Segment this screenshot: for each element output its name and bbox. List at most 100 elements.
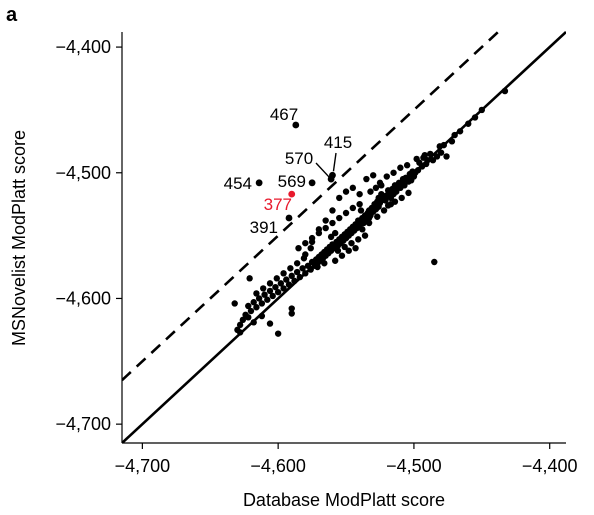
data-point — [308, 234, 316, 242]
y-tick-label: −4,400 — [55, 37, 111, 57]
data-point — [383, 173, 390, 180]
y-tick-label: −4,600 — [55, 288, 111, 308]
data-point — [300, 255, 308, 262]
point-label-569: 569 — [278, 172, 306, 191]
data-point-467 — [292, 121, 300, 129]
data-point — [274, 288, 282, 296]
data-point — [406, 170, 414, 178]
data-point — [277, 280, 285, 287]
data-point — [341, 243, 348, 251]
data-point — [399, 175, 407, 183]
data-point — [431, 258, 438, 266]
data-point — [260, 285, 267, 292]
data-point — [283, 276, 290, 283]
x-tick-label: −4,500 — [386, 456, 442, 476]
data-point — [367, 188, 374, 195]
data-point — [365, 219, 373, 227]
data-point — [405, 189, 412, 197]
data-point — [451, 131, 458, 139]
data-point — [331, 229, 339, 237]
data-point — [236, 321, 244, 329]
data-point — [369, 172, 377, 179]
data-point — [266, 280, 274, 287]
data-point — [361, 232, 369, 239]
data-point — [359, 226, 366, 233]
data-point — [280, 270, 287, 277]
data-point — [272, 283, 279, 291]
data-point — [372, 184, 380, 192]
data-point — [293, 268, 301, 276]
axes: −4,700 −4,600 −4,500 −4,400 −4,700 −4,600 −4,5… — [55, 32, 577, 476]
data-point — [501, 87, 509, 95]
data-point — [288, 305, 295, 312]
point-label-415: 415 — [324, 133, 352, 152]
y-axis-label: MSNovelist ModPlatt score — [9, 130, 29, 346]
data-point — [274, 330, 282, 337]
data-point-454 — [255, 179, 263, 187]
data-point — [380, 207, 388, 214]
data-point — [250, 299, 257, 306]
data-point — [255, 295, 263, 302]
data-point — [397, 164, 404, 171]
data-point — [398, 194, 405, 202]
data-point — [245, 314, 252, 321]
point-label-467: 467 — [270, 105, 298, 124]
data-point — [287, 265, 294, 272]
dashed-reference-line — [122, 30, 503, 382]
data-point — [437, 149, 445, 156]
data-point — [443, 153, 450, 160]
y-tick-label: −4,500 — [55, 163, 111, 183]
data-point — [250, 319, 257, 326]
data-point — [334, 247, 342, 254]
data-point — [465, 120, 472, 127]
data-point — [336, 194, 343, 202]
point-label-454: 454 — [224, 174, 252, 193]
data-point — [336, 214, 343, 222]
data-point — [308, 258, 316, 266]
data-point — [280, 285, 287, 292]
data-point — [349, 184, 357, 192]
data-point — [245, 302, 252, 310]
data-points — [231, 87, 509, 337]
data-point — [302, 270, 309, 277]
data-point — [356, 200, 363, 208]
data-point — [427, 150, 434, 158]
point-labels: 467 415 570 454 569 377 391 — [224, 105, 353, 237]
data-point-569 — [308, 179, 316, 187]
data-point — [384, 187, 392, 194]
data-point — [322, 217, 329, 224]
data-point — [258, 300, 266, 307]
data-point — [288, 310, 295, 317]
data-point — [285, 281, 293, 288]
data-point — [390, 169, 397, 176]
data-point — [236, 329, 244, 336]
point-label-570: 570 — [285, 149, 313, 168]
data-point — [338, 252, 346, 259]
data-point — [356, 190, 363, 198]
panel-label: a — [6, 4, 18, 26]
leader-line-570 — [315, 162, 330, 178]
point-label-377: 377 — [264, 195, 292, 214]
data-point — [322, 224, 329, 232]
data-point — [253, 304, 260, 311]
reference-lines — [122, 30, 566, 443]
data-point — [436, 143, 443, 150]
data-point — [253, 290, 260, 297]
data-point-570 — [327, 175, 335, 183]
data-point — [302, 239, 309, 247]
data-point — [342, 209, 350, 217]
data-point — [293, 260, 301, 267]
x-axis-label: Database ModPlatt score — [243, 490, 445, 510]
x-tick-label: −4,700 — [115, 456, 171, 476]
data-point — [231, 300, 238, 307]
data-point — [258, 312, 266, 320]
data-point — [266, 287, 274, 295]
data-point — [329, 207, 336, 214]
data-point — [299, 265, 306, 272]
data-point — [307, 244, 314, 252]
data-point — [378, 182, 385, 189]
data-point — [261, 291, 268, 298]
data-point — [421, 151, 428, 159]
data-point — [471, 114, 479, 121]
